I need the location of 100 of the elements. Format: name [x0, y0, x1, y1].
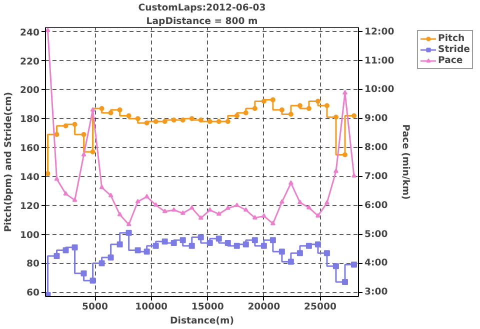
x-axis-title: Distance(m): [170, 316, 234, 326]
point: [296, 250, 303, 256]
point: [144, 120, 150, 126]
point: [170, 240, 177, 246]
point: [324, 250, 330, 256]
point: [350, 262, 357, 268]
point: [108, 192, 114, 198]
y2-tick-label: 11:00: [364, 55, 395, 66]
y-tick-label: 100: [20, 230, 40, 241]
point: [315, 212, 320, 218]
point: [324, 200, 330, 204]
point: [342, 279, 348, 286]
point: [98, 260, 105, 266]
point: [63, 191, 68, 196]
point: [242, 241, 249, 248]
point: [206, 240, 213, 246]
point: [90, 149, 96, 154]
point: [63, 123, 68, 128]
point: [278, 248, 285, 255]
point: [180, 210, 186, 215]
point: [288, 258, 294, 265]
point: [314, 241, 321, 248]
point: [216, 211, 222, 216]
y2-tick-label: 4:00: [364, 258, 388, 269]
point: [134, 247, 141, 254]
y-tick-label: 80: [26, 258, 40, 270]
point: [116, 241, 123, 248]
point: [62, 247, 69, 254]
point: [297, 200, 302, 204]
point: [54, 253, 60, 260]
legend-label: Pace: [438, 55, 463, 66]
y2-tick-label: 5:00: [364, 228, 388, 240]
point: [198, 118, 204, 123]
point: [261, 98, 266, 104]
point: [46, 171, 50, 176]
point: [224, 240, 231, 246]
point: [333, 114, 338, 120]
point: [99, 106, 104, 111]
point: [342, 152, 348, 158]
y-axis-title: Pitch(bpm) and Stride(cm): [3, 92, 14, 232]
point: [162, 238, 168, 245]
point: [297, 103, 302, 108]
point: [126, 113, 132, 118]
y2-tick-label: 7:00: [364, 170, 388, 182]
point: [306, 242, 312, 249]
point: [90, 107, 96, 112]
legend-label: Stride: [438, 44, 470, 55]
point: [315, 98, 320, 104]
y2-tick-label: 9:00: [364, 113, 388, 124]
point: [198, 215, 204, 220]
point: [72, 122, 78, 127]
y2-tick-label: 12:00: [364, 26, 395, 38]
x-tick-label: 25000: [304, 302, 337, 312]
y2-tick-label: 8:00: [364, 142, 388, 154]
point: [72, 197, 78, 202]
y-tick-label: 60: [26, 288, 40, 299]
chart-subtitle: LapDistance = 800 m: [146, 16, 258, 27]
point: [135, 198, 140, 204]
x-tick-label: 10000: [135, 302, 168, 312]
point: [351, 173, 356, 178]
y2-axis-title: Pace (min/km): [400, 124, 412, 200]
point: [306, 106, 312, 111]
point: [162, 208, 168, 214]
point: [252, 106, 258, 111]
point: [81, 132, 86, 138]
point: [306, 204, 312, 210]
point: [81, 152, 86, 156]
point: [152, 242, 159, 249]
x-tick-label: 20000: [248, 302, 281, 312]
point: [288, 180, 294, 185]
point: [243, 110, 248, 116]
point: [153, 202, 158, 207]
point: [180, 237, 186, 244]
y-tick-label: 240: [20, 27, 40, 38]
point: [324, 103, 330, 108]
point: [99, 184, 104, 190]
point: [279, 107, 284, 112]
point: [225, 119, 230, 124]
point: [270, 220, 276, 226]
point: [198, 234, 204, 240]
point: [153, 119, 158, 124]
y-tick-label: 200: [20, 85, 40, 96]
point: [188, 242, 195, 249]
point: [171, 207, 176, 212]
point: [54, 132, 60, 138]
point: [234, 113, 240, 118]
point: [135, 116, 140, 122]
point: [216, 236, 222, 242]
point: [46, 28, 50, 32]
x-tick-label: 15000: [191, 302, 224, 312]
point: [243, 207, 248, 212]
point: [288, 112, 294, 117]
point: [189, 116, 194, 122]
point: [162, 119, 168, 124]
y2-tick-label: 3:00: [364, 286, 388, 298]
point: [108, 254, 114, 260]
y-tick-label: 140: [20, 172, 40, 183]
point: [234, 242, 240, 249]
point: [117, 212, 122, 216]
y2-tick-label: 10:00: [364, 84, 395, 96]
